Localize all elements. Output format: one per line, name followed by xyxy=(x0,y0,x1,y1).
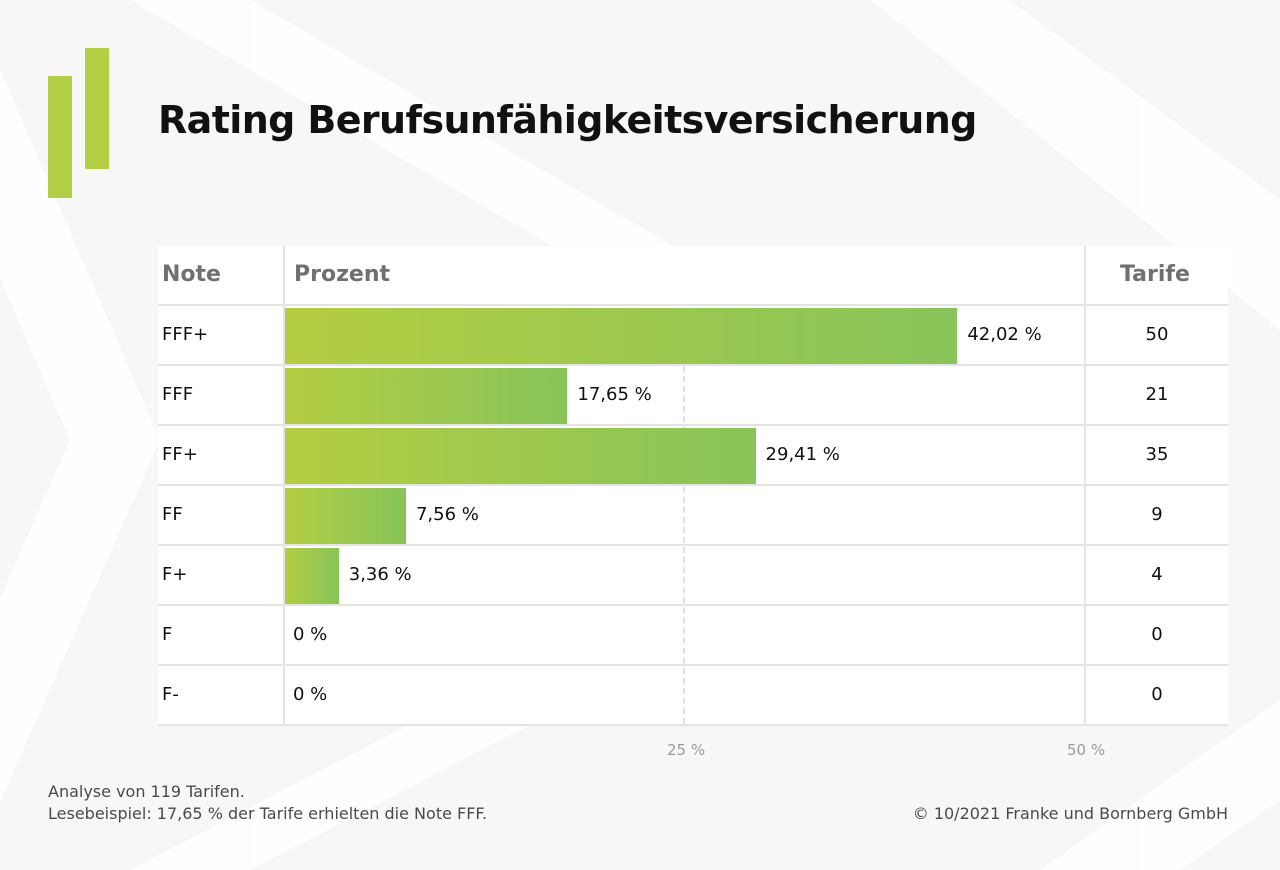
table-row: F+ 3,36 % 4 xyxy=(158,546,1228,606)
x-tick-label: 50 % xyxy=(1067,741,1106,759)
row-tarife: 50 xyxy=(1145,324,1169,345)
row-note: F xyxy=(162,624,173,645)
row-note: FFF+ xyxy=(162,324,209,345)
bar-F+ xyxy=(285,548,339,604)
bar-value-label: 17,65 % xyxy=(577,384,652,405)
header-divider xyxy=(158,304,1228,306)
row-note: FF+ xyxy=(162,444,198,465)
table-row: F 0 % 0 xyxy=(158,606,1228,666)
bar-value-label: 7,56 % xyxy=(415,504,479,525)
column-separator-left xyxy=(283,246,285,726)
bar-FF+ xyxy=(285,428,756,484)
bar-value-label: 29,41 % xyxy=(765,444,840,465)
bar-value-label: 42,02 % xyxy=(967,324,1042,345)
row-note: F+ xyxy=(162,564,188,585)
row-note: FFF xyxy=(162,384,194,405)
row-note: FF xyxy=(162,504,183,525)
table-row: FFF 17,65 % 21 xyxy=(158,366,1228,426)
footer-analysis: Analyse von 119 Tarifen. xyxy=(48,782,245,801)
table-row: FFF+ 42,02 % 50 xyxy=(158,306,1228,366)
row-tarife: 21 xyxy=(1145,384,1169,405)
footer-copyright: © 10/2021 Franke und Bornberg GmbH xyxy=(912,804,1228,823)
header-prozent: Prozent xyxy=(294,262,390,287)
row-tarife: 9 xyxy=(1151,504,1163,525)
table-row: FF 7,56 % 9 xyxy=(158,486,1228,546)
bar-value-label: 3,36 % xyxy=(348,564,412,585)
x-tick-label: 25 % xyxy=(667,741,706,759)
bar-FFF xyxy=(285,368,568,424)
bar-FFF+ xyxy=(285,308,958,364)
header-tarife: Tarife xyxy=(1120,262,1190,287)
header-note: Note xyxy=(162,262,221,287)
bar-value-label: 0 % xyxy=(293,624,328,645)
table-row: FF+ 29,41 % 35 xyxy=(158,426,1228,486)
column-separator-right xyxy=(1084,246,1086,726)
table-row: F- 0 % 0 xyxy=(158,666,1228,726)
row-tarife: 0 xyxy=(1151,624,1163,645)
bar-FF xyxy=(285,488,406,544)
row-tarife: 4 xyxy=(1151,564,1163,585)
chart-title: Rating Berufsunfähigkeitsversicherung xyxy=(158,98,977,142)
row-note: F- xyxy=(162,684,179,705)
row-tarife: 0 xyxy=(1151,684,1163,705)
row-tarife: 35 xyxy=(1145,444,1169,465)
bar-value-label: 0 % xyxy=(293,684,328,705)
footer-example: Lesebeispiel: 17,65 % der Tarife erhielt… xyxy=(48,804,488,823)
